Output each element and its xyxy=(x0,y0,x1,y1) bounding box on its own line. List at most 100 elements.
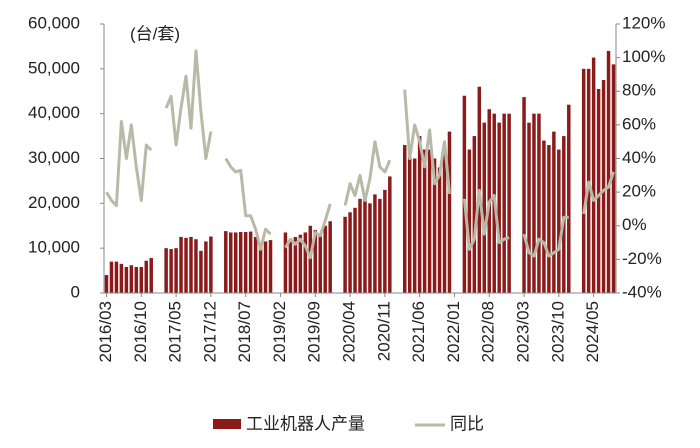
bar xyxy=(348,212,352,293)
bar xyxy=(109,261,114,293)
bar xyxy=(144,260,148,293)
bar xyxy=(243,232,248,293)
bar xyxy=(343,216,347,293)
bar xyxy=(606,50,611,294)
bar xyxy=(318,234,322,293)
legend-swatch xyxy=(213,419,241,429)
bar xyxy=(502,113,506,294)
bar xyxy=(497,122,501,293)
bar xyxy=(562,136,566,293)
bar xyxy=(552,131,556,293)
bar xyxy=(189,236,193,293)
bar xyxy=(383,189,387,293)
x-tick-label: 2020/04 xyxy=(340,301,359,362)
y-tick-label: 20,000 xyxy=(28,193,80,212)
bar xyxy=(388,176,392,293)
bar xyxy=(129,265,134,293)
bar xyxy=(184,237,188,293)
bar xyxy=(542,140,546,293)
y-tick-label: 40,000 xyxy=(28,103,80,122)
bar xyxy=(164,248,168,293)
bar xyxy=(611,64,616,293)
bar xyxy=(313,230,318,293)
x-tick-label: 2018/07 xyxy=(235,301,254,362)
bar xyxy=(229,232,233,293)
bar xyxy=(537,113,541,294)
bar xyxy=(547,145,551,293)
x-tick-label: 2024/05 xyxy=(583,301,602,362)
bar xyxy=(532,113,536,294)
bar xyxy=(114,261,119,293)
y2-tick-label: 80% xyxy=(622,81,656,100)
bar xyxy=(407,154,412,293)
bar xyxy=(422,149,427,293)
bar xyxy=(119,263,124,293)
bar xyxy=(596,89,601,293)
x-tick-label: 2023/10 xyxy=(548,301,567,362)
bar xyxy=(238,232,243,293)
bar xyxy=(293,236,298,293)
bar xyxy=(373,194,377,293)
bar xyxy=(527,122,531,293)
bar xyxy=(263,241,268,293)
bar xyxy=(378,198,382,293)
y-tick-label: 10,000 xyxy=(28,238,80,257)
bar xyxy=(194,239,198,293)
bar xyxy=(253,236,258,293)
y-tick-label: 30,000 xyxy=(28,148,80,167)
bar xyxy=(104,275,109,293)
legend-label: 同比 xyxy=(450,414,484,433)
x-tick-label: 2021/06 xyxy=(409,301,428,362)
bar xyxy=(601,80,606,294)
bar xyxy=(567,104,571,293)
bar xyxy=(248,231,253,293)
y2-tick-label: 120% xyxy=(622,13,665,32)
line xyxy=(105,49,615,260)
bar xyxy=(353,207,357,293)
bar xyxy=(358,198,362,293)
bar xyxy=(149,258,153,293)
bar xyxy=(581,68,586,293)
y-tick-label: 60,000 xyxy=(28,13,80,32)
bar xyxy=(442,154,447,293)
unit-annotation: (台/套) xyxy=(130,24,180,43)
x-tick-label: 2023/03 xyxy=(514,301,533,362)
y2-tick-label: -40% xyxy=(622,282,662,301)
x-tick-label: 2016/10 xyxy=(131,301,150,362)
bar xyxy=(199,250,203,293)
bar xyxy=(467,149,472,293)
y2-tick-label: 20% xyxy=(622,182,656,201)
bar xyxy=(591,57,596,293)
bar xyxy=(233,232,238,293)
y-tick-label: 50,000 xyxy=(28,58,80,77)
bar xyxy=(298,234,303,293)
bar xyxy=(179,236,183,293)
bar xyxy=(174,248,178,293)
bar xyxy=(328,221,332,293)
bar xyxy=(447,131,452,293)
bar xyxy=(139,266,144,293)
bar xyxy=(308,225,313,293)
y2-tick-label: 40% xyxy=(622,148,656,167)
bar xyxy=(427,149,432,293)
bar xyxy=(288,239,293,293)
x-tick-label: 2020/11 xyxy=(374,301,393,361)
bar xyxy=(507,113,511,294)
x-tick-label: 2017/12 xyxy=(200,301,219,362)
x-tick-label: 2016/03 xyxy=(96,301,115,362)
x-tick-label: 2019/02 xyxy=(270,301,289,362)
bar xyxy=(204,241,208,293)
bar xyxy=(522,97,526,293)
bar xyxy=(134,266,139,293)
bar xyxy=(224,231,228,293)
bar xyxy=(402,145,407,293)
y-tick-label: 0 xyxy=(71,282,80,301)
bar xyxy=(482,122,487,293)
bar xyxy=(462,95,467,293)
bar xyxy=(557,149,561,293)
bar xyxy=(283,232,288,293)
y2-tick-label: -20% xyxy=(622,249,662,268)
bar xyxy=(323,225,327,293)
bar xyxy=(472,136,477,293)
